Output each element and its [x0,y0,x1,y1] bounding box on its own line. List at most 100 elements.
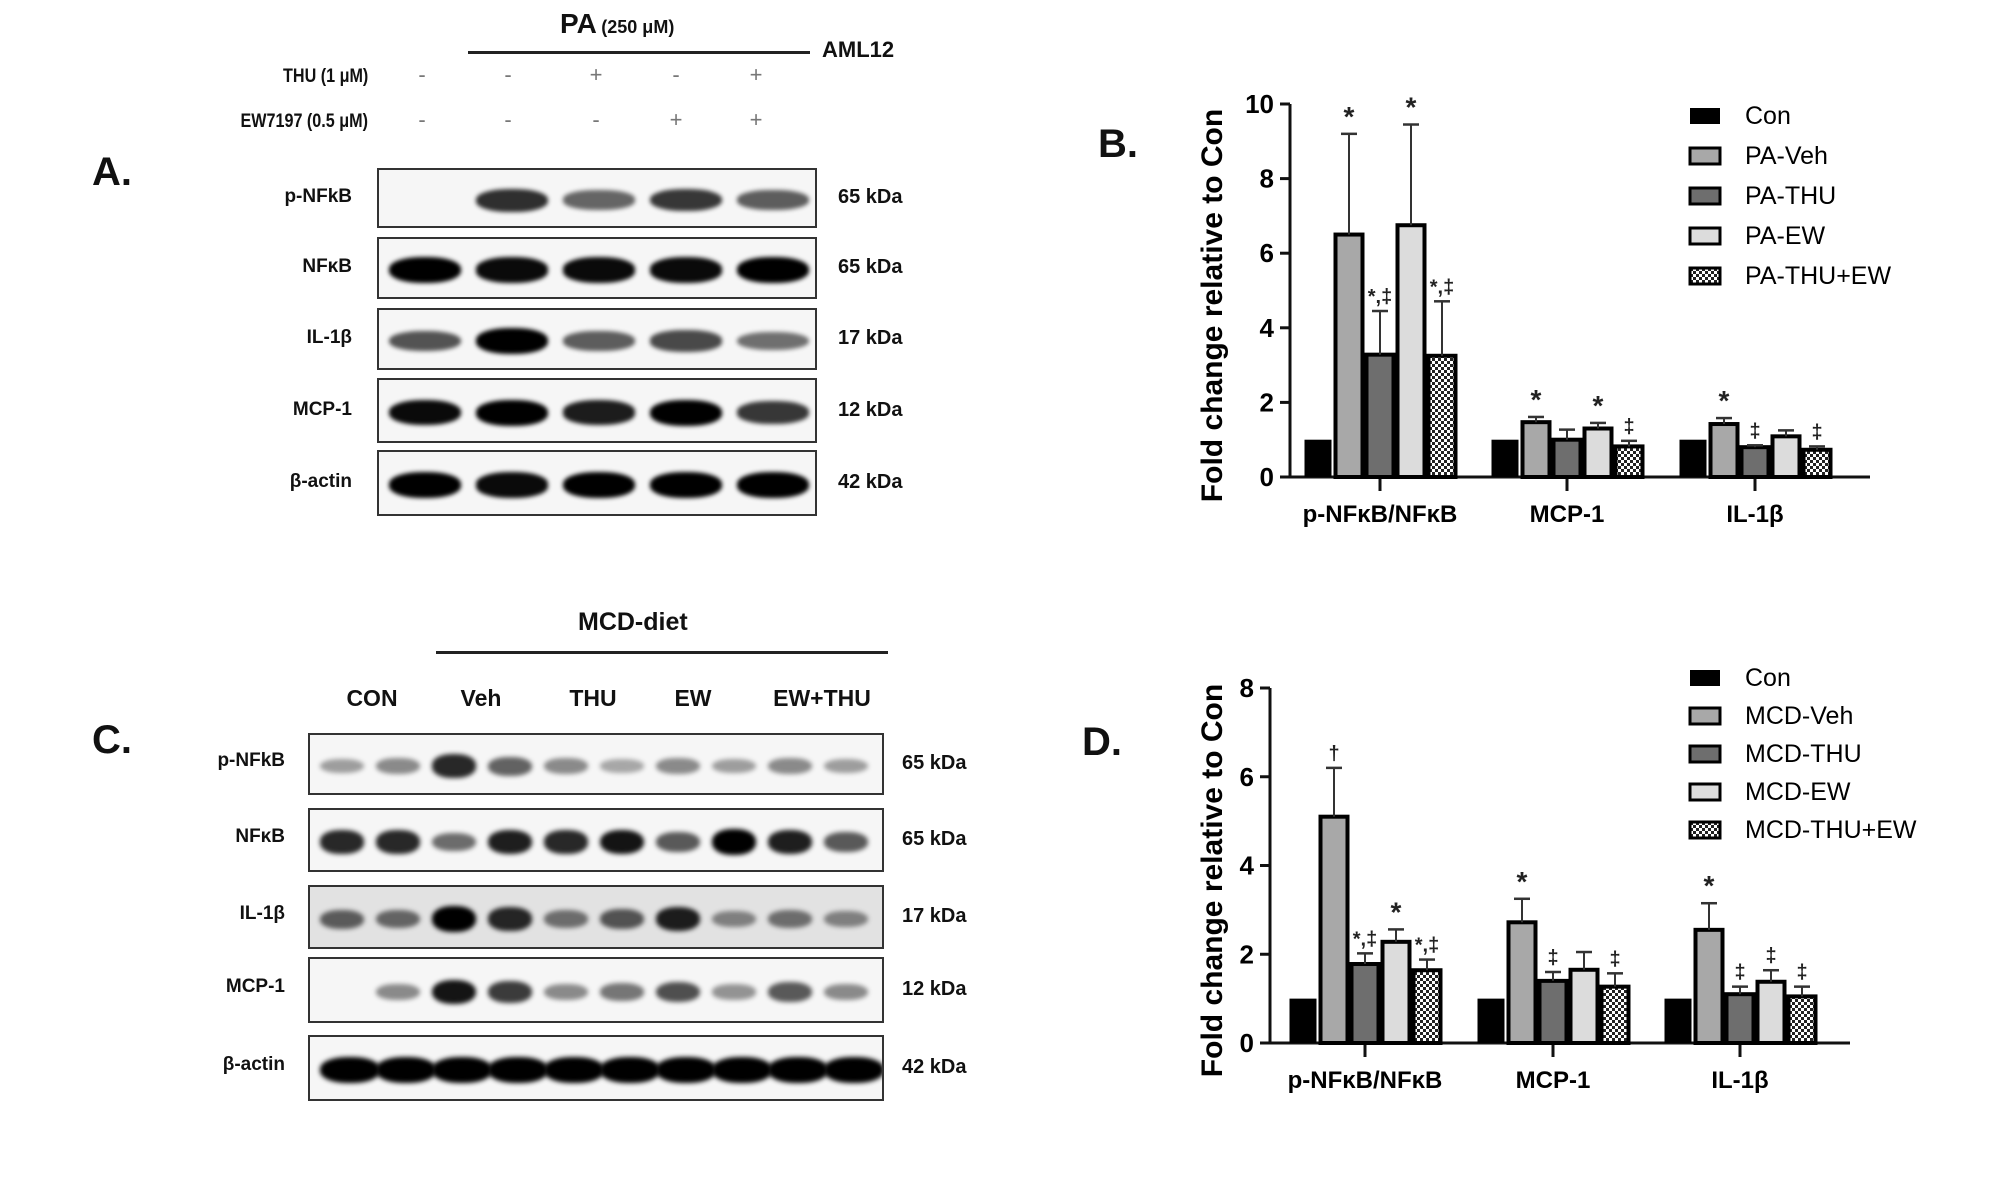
protein-band [768,1057,828,1083]
bar-pa-veh [1520,420,1552,480]
bar-mcd-ew [1568,967,1600,1045]
lane-label: CON [346,685,398,711]
x-category-label: p-NFκB/NFκB [1288,1067,1443,1094]
protein-band [488,981,532,1003]
protein-band [563,400,635,425]
western-blot-image [308,957,884,1023]
protein-band [737,331,809,351]
plus-sign: + [589,62,603,87]
western-blot-image [308,733,884,795]
protein-band [650,399,722,426]
bar-pa-ew [1395,223,1427,479]
significance-marker: *,‡ [1430,276,1454,298]
protein-band [476,328,548,354]
protein-band [824,832,868,852]
protein-band [476,472,548,498]
blot-label: β-actin [222,1054,285,1075]
protein-band [320,758,364,774]
legend-swatch [1688,266,1722,286]
bar-mcd-ew [1755,979,1787,1046]
y-tick-label: 8 [1240,673,1254,703]
protein-band [600,909,644,929]
legend-swatch [1688,820,1722,840]
protein-band [600,1057,660,1083]
blot-label: p-NFkB [284,186,352,207]
bar-pa-thu+ew [1801,447,1833,479]
significance-marker: ‡ [1749,420,1760,442]
protein-band [376,757,420,775]
protein-band [488,830,532,854]
protein-band [544,830,588,854]
blot-label: MCP-1 [292,398,352,420]
significance-marker: * [1391,896,1402,927]
pa-concentration: (250 μM) [601,17,675,37]
legend-swatch [1688,146,1722,166]
protein-band [488,1057,548,1083]
protein-band [488,907,532,931]
bar-pa-veh [1333,232,1365,479]
bar-mcd-ew [1380,939,1412,1046]
lane-label: Veh [460,685,502,711]
bar-pa-thu [1364,352,1396,480]
significance-marker: ‡ [1609,948,1620,970]
chart-b: Fold change relative to Con 0 2 4 6 8 10 p-NFκB… [1196,89,1891,528]
legend-swatch [1690,108,1720,124]
blot-label: IL-1β [306,327,352,348]
protein-band [389,330,461,352]
minus-sign: - [672,62,680,87]
panel-a-letter: A. [92,150,132,194]
significance-marker: * [1344,101,1355,132]
protein-band [768,910,812,928]
minus-sign: - [504,107,512,132]
protein-band [712,1057,772,1083]
blot-label: p-NFkB [217,750,285,771]
protein-band [768,830,812,854]
protein-band [488,756,532,776]
molecular-weight-label: 65 kDa [902,752,967,774]
significance-marker: ‡ [1765,945,1776,967]
x-category-label: p-NFκB/NFκB [1303,501,1458,528]
protein-band [432,906,476,932]
legend-label: PA-EW [1745,222,1825,250]
protein-band [563,331,635,351]
significance-marker: * [1531,384,1542,415]
y-axis-title: Fold change relative to Con [1196,684,1229,1077]
protein-band [656,757,700,775]
bar-con [1664,998,1692,1043]
molecular-weight-label: 65 kDa [902,828,967,850]
mcd-header-line [436,651,888,654]
bar-con [1304,439,1332,477]
molecular-weight-label: 42 kDa [838,471,903,493]
pa-header: PA (250 μM) [560,8,674,40]
western-blot-image [308,885,884,949]
protein-band [824,758,868,774]
pa-header-line [468,51,810,54]
bar-mcd-veh [1506,920,1538,1045]
molecular-weight-label: 12 kDa [902,978,967,1000]
legend-swatch [1688,782,1722,802]
molecular-weight-label: 65 kDa [838,186,903,208]
plus-sign: + [749,107,763,132]
protein-band [389,399,461,426]
protein-band [600,829,644,855]
molecular-weight-label: 65 kDa [838,256,903,278]
western-blot-image [377,450,817,516]
plus-sign: + [749,62,763,87]
minus-sign: - [418,107,426,132]
bar-mcd-thu+ew [1599,984,1631,1045]
x-category-label: IL-1β [1726,501,1783,528]
protein-band [824,983,868,1001]
protein-band [737,401,809,424]
protein-band [432,1057,492,1083]
protein-band [320,909,364,929]
western-blot-image [377,237,817,299]
bar-pa-thu [1551,437,1583,480]
x-category-label: MCP-1 [1516,1067,1591,1094]
protein-band [737,190,809,210]
protein-band [432,754,476,778]
y-tick-label: 0 [1260,462,1274,492]
significance-marker: ‡ [1796,962,1807,984]
cell-line-label: AML12 [822,37,895,62]
bar-pa-ew [1770,434,1802,479]
protein-band [824,910,868,928]
